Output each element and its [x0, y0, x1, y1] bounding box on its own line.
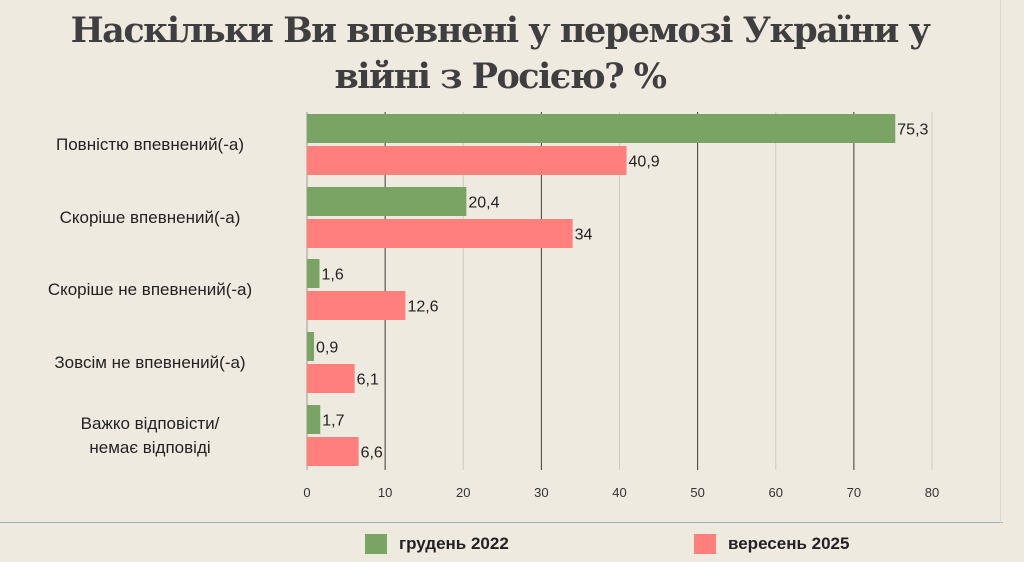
- category-label-line: Скоріше не впевнений(-а): [47, 279, 253, 299]
- legend-item-december-2022: грудень 2022: [365, 534, 509, 554]
- x-tick-label-50: 50: [690, 485, 704, 500]
- category-label-line: немає відповіді: [89, 437, 211, 457]
- x-tick-label-60: 60: [769, 485, 783, 500]
- legend-swatch-september-2025: [694, 534, 716, 554]
- x-tick-label-80: 80: [925, 485, 939, 500]
- bar-sep2025-3: [307, 364, 355, 393]
- legend-swatch-december-2022: [365, 534, 387, 554]
- bar-dec2022-2: [307, 259, 320, 288]
- data-label-dec2022-1: 20,4: [468, 195, 499, 212]
- x-tick-label-10: 10: [378, 485, 392, 500]
- legend-label-december-2022: грудень 2022: [399, 534, 509, 553]
- category-label-line: Зовсім не впевнений(-а): [54, 352, 246, 372]
- data-label-dec2022-3: 0,9: [316, 340, 338, 357]
- data-label-sep2025-2: 12,6: [407, 299, 438, 316]
- category-label-2: Скоріше не впевнений(-а): [10, 278, 290, 302]
- legend-item-september-2025: вересень 2025: [694, 534, 849, 554]
- category-label-4: Важко відповісти/немає відповіді: [10, 412, 290, 460]
- data-label-sep2025-4: 6,6: [361, 445, 383, 462]
- bar-sep2025-4: [307, 437, 359, 466]
- chart-title: Наскільки Ви впевнені у перемозі України…: [70, 10, 931, 97]
- x-tick-label-30: 30: [534, 485, 548, 500]
- data-label-sep2025-1: 34: [575, 227, 593, 244]
- category-label-3: Зовсім не впевнений(-а): [10, 351, 290, 375]
- data-label-dec2022-0: 75,3: [897, 122, 928, 139]
- category-label-line: Важко відповісти/: [80, 413, 220, 433]
- bar-sep2025-2: [307, 291, 406, 320]
- category-label-line: Повністю впевнений(-а): [55, 134, 244, 154]
- footer-divider: [0, 522, 1003, 523]
- bar-dec2022-4: [307, 405, 321, 434]
- data-label-sep2025-0: 40,9: [629, 154, 660, 171]
- category-label-line: Скоріше впевнений(-а): [59, 207, 241, 227]
- category-label-0: Повністю впевнений(-а): [10, 133, 290, 157]
- data-label-sep2025-3: 6,1: [357, 372, 379, 389]
- right-divider: [1000, 0, 1001, 523]
- bar-dec2022-0: [307, 114, 896, 143]
- bar-dec2022-1: [307, 187, 467, 216]
- x-tick-label-70: 70: [847, 485, 861, 500]
- data-label-dec2022-4: 1,7: [322, 413, 344, 430]
- x-tick-label-0: 0: [303, 485, 310, 500]
- x-tick-label-40: 40: [612, 485, 626, 500]
- bar-sep2025-0: [307, 146, 627, 175]
- bar-sep2025-1: [307, 219, 573, 248]
- data-label-dec2022-2: 1,6: [322, 267, 344, 284]
- bar-dec2022-3: [307, 332, 315, 361]
- x-tick-label-20: 20: [456, 485, 470, 500]
- legend-label-september-2025: вересень 2025: [728, 534, 850, 553]
- category-label-1: Скоріше впевнений(-а): [10, 206, 290, 230]
